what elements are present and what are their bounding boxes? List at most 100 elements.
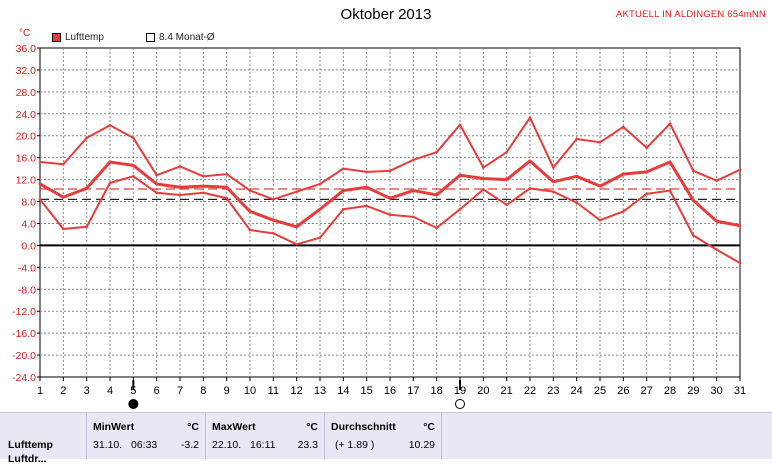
stats-min-unit: °C <box>187 421 199 433</box>
data-point-max <box>38 160 42 164</box>
y-tick-label: -24.0 <box>12 372 36 384</box>
legend-label-lufttemp: Lufttemp <box>65 32 104 43</box>
station-link[interactable]: AKTUELL IN ALDINGEN 654mNN <box>615 9 766 20</box>
moon-phase-marks <box>128 380 465 409</box>
x-tick-label: 24 <box>571 385 583 397</box>
legend-swatch-lufttemp <box>52 33 61 42</box>
full-moon-icon <box>455 399 465 409</box>
data-point-min <box>318 236 322 240</box>
data-point-max <box>645 146 648 150</box>
data-point-max <box>365 170 368 174</box>
data-point-avg <box>692 199 695 202</box>
data-point-avg <box>62 195 65 199</box>
stats-min-value: -3.2 <box>180 439 199 451</box>
stats-avg-header: Durchschnitt <box>331 421 396 433</box>
stats-divider <box>441 413 442 459</box>
data-point-avg <box>388 196 392 200</box>
stats-max-value: 23.3 <box>297 439 318 451</box>
y-tick-label: -16.0 <box>12 328 36 340</box>
y-tick-label: 24.0 <box>16 109 37 121</box>
data-point-max <box>715 179 718 182</box>
stats-divider <box>86 413 87 459</box>
y-tick-label: 32.0 <box>16 65 37 77</box>
stats-max-header: MaxWert <box>212 421 256 433</box>
data-point-avg <box>155 182 158 186</box>
legend-label-monthly-average: 8.4 Monat-Ø <box>159 32 215 43</box>
y-tick-label: -12.0 <box>12 306 36 318</box>
data-point-min <box>388 213 392 216</box>
data-point-max <box>85 136 88 140</box>
data-point-avg <box>225 185 228 189</box>
data-point-max <box>458 123 462 127</box>
data-point-avg <box>458 173 462 177</box>
x-tick-label: 8 <box>200 385 206 397</box>
data-point-avg <box>342 189 345 192</box>
x-tick-label: 15 <box>361 385 373 397</box>
stats-avg-value: 10.29 <box>408 439 435 451</box>
data-point-avg <box>272 218 275 222</box>
legend-swatch-monthly-average <box>146 33 155 42</box>
data-point-avg <box>132 164 135 167</box>
data-point-min <box>552 190 555 193</box>
data-point-avg <box>552 180 555 184</box>
data-point-min <box>248 228 252 232</box>
new-moon-icon <box>128 399 139 409</box>
x-tick-label: 21 <box>501 385 513 397</box>
y-tick-label: 20.0 <box>16 131 37 143</box>
stats-min-cell: MinWert °C 31.10. 06:33 -3.2 <box>87 413 205 459</box>
stats-avg-delta: (+ 1.89 ) <box>335 439 375 451</box>
stats-max-unit: °C <box>306 421 318 433</box>
data-point-avg <box>482 177 485 180</box>
stats-max-time: 16:11 <box>250 439 276 451</box>
data-point-min <box>505 203 508 207</box>
data-point-max <box>505 150 508 154</box>
legend-item-lufttemp[interactable]: Lufttemp <box>52 32 104 43</box>
data-point-avg <box>295 225 298 229</box>
statistics-table: Lufttemp Luftdr... MinWert °C 31.10. 06:… <box>0 412 772 465</box>
data-point-max <box>132 136 135 140</box>
data-point-min <box>85 225 88 229</box>
data-point-avg <box>668 160 672 164</box>
data-point-min <box>645 192 648 196</box>
data-point-min <box>155 191 158 195</box>
data-point-max <box>482 166 485 169</box>
data-point-max <box>225 172 228 176</box>
stats-min-header: MinWert <box>93 421 135 433</box>
data-point-max <box>668 122 672 125</box>
y-tick-label: 4.0 <box>21 218 36 230</box>
data-point-min <box>132 175 135 178</box>
data-point-max <box>435 150 438 154</box>
stats-divider <box>205 413 206 459</box>
data-point-max <box>575 137 578 141</box>
x-tick-label: 6 <box>154 385 160 397</box>
data-point-avg <box>622 172 625 176</box>
x-tick-label: 13 <box>314 385 326 397</box>
data-point-min <box>178 193 182 197</box>
data-point-min <box>622 210 625 213</box>
stats-divider <box>324 413 325 459</box>
data-point-avg <box>248 210 252 213</box>
data-point-min <box>458 207 462 211</box>
data-point-avg <box>575 175 578 178</box>
data-point-min <box>342 207 345 211</box>
x-tick-label: 30 <box>711 385 723 397</box>
legend-item-monthly-average[interactable]: 8.4 Monat-Ø <box>146 32 215 43</box>
data-point-max <box>692 169 695 173</box>
data-point-min <box>715 248 718 252</box>
data-point-min <box>295 243 298 246</box>
x-tick-label: 29 <box>687 385 699 397</box>
y-tick-label: -8.0 <box>18 284 36 296</box>
stats-min-time: 06:33 <box>131 439 158 451</box>
y-tick-label: 36.0 <box>16 43 37 55</box>
data-point-avg <box>645 170 648 174</box>
data-point-min <box>482 188 485 191</box>
data-point-min <box>62 227 65 231</box>
data-point-avg <box>108 160 112 164</box>
data-point-max <box>295 190 298 193</box>
data-point-max <box>528 116 532 119</box>
x-tick-label: 25 <box>594 385 606 397</box>
data-point-max <box>388 169 392 173</box>
data-point-avg <box>85 187 88 190</box>
data-points <box>38 116 742 265</box>
data-point-avg <box>178 185 182 189</box>
